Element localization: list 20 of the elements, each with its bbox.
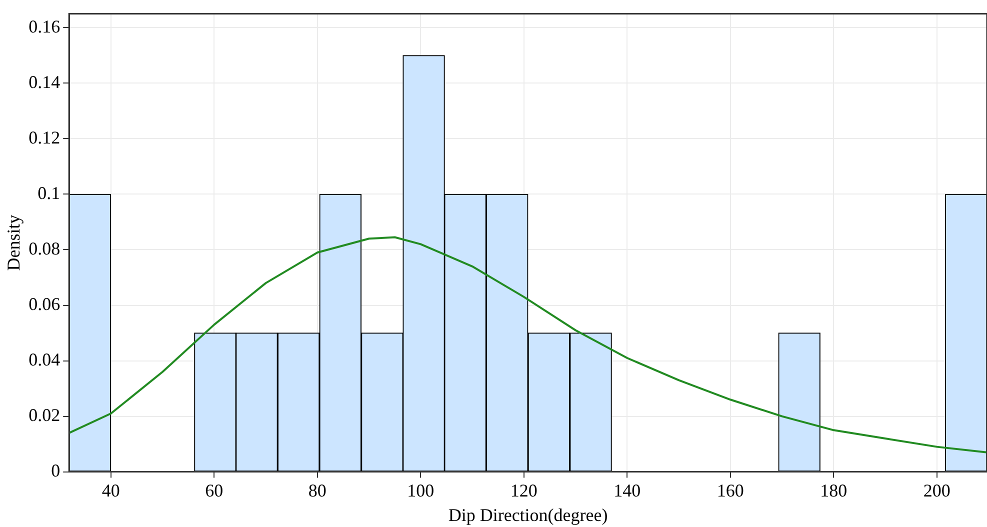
y-tick-label: 0 xyxy=(51,460,60,481)
y-tick-label: 0.16 xyxy=(28,16,60,36)
x-tick-label: 120 xyxy=(510,480,538,500)
y-tick-label: 0.04 xyxy=(28,350,60,370)
y-tick-label: 0.02 xyxy=(28,405,60,426)
x-tick-label: 80 xyxy=(308,480,326,500)
x-tick-label: 160 xyxy=(716,480,744,500)
y-tick-label: 0.14 xyxy=(28,72,60,92)
x-tick-label: 180 xyxy=(820,480,848,500)
y-tick-label: 0.1 xyxy=(38,182,60,203)
x-tick-label: 140 xyxy=(614,480,641,500)
x-tick-label: 100 xyxy=(407,480,434,500)
x-tick-label: 40 xyxy=(102,480,120,500)
x-axis-title: Dip Direction(degree) xyxy=(448,504,608,525)
y-tick-label: 0.12 xyxy=(28,127,60,148)
y-tick-label: 0.06 xyxy=(28,294,60,314)
x-tick-label: 60 xyxy=(205,480,224,500)
x-tick-label: 200 xyxy=(923,480,950,500)
y-axis-title: Density xyxy=(4,214,24,271)
y-tick-label: 0.08 xyxy=(28,238,60,258)
